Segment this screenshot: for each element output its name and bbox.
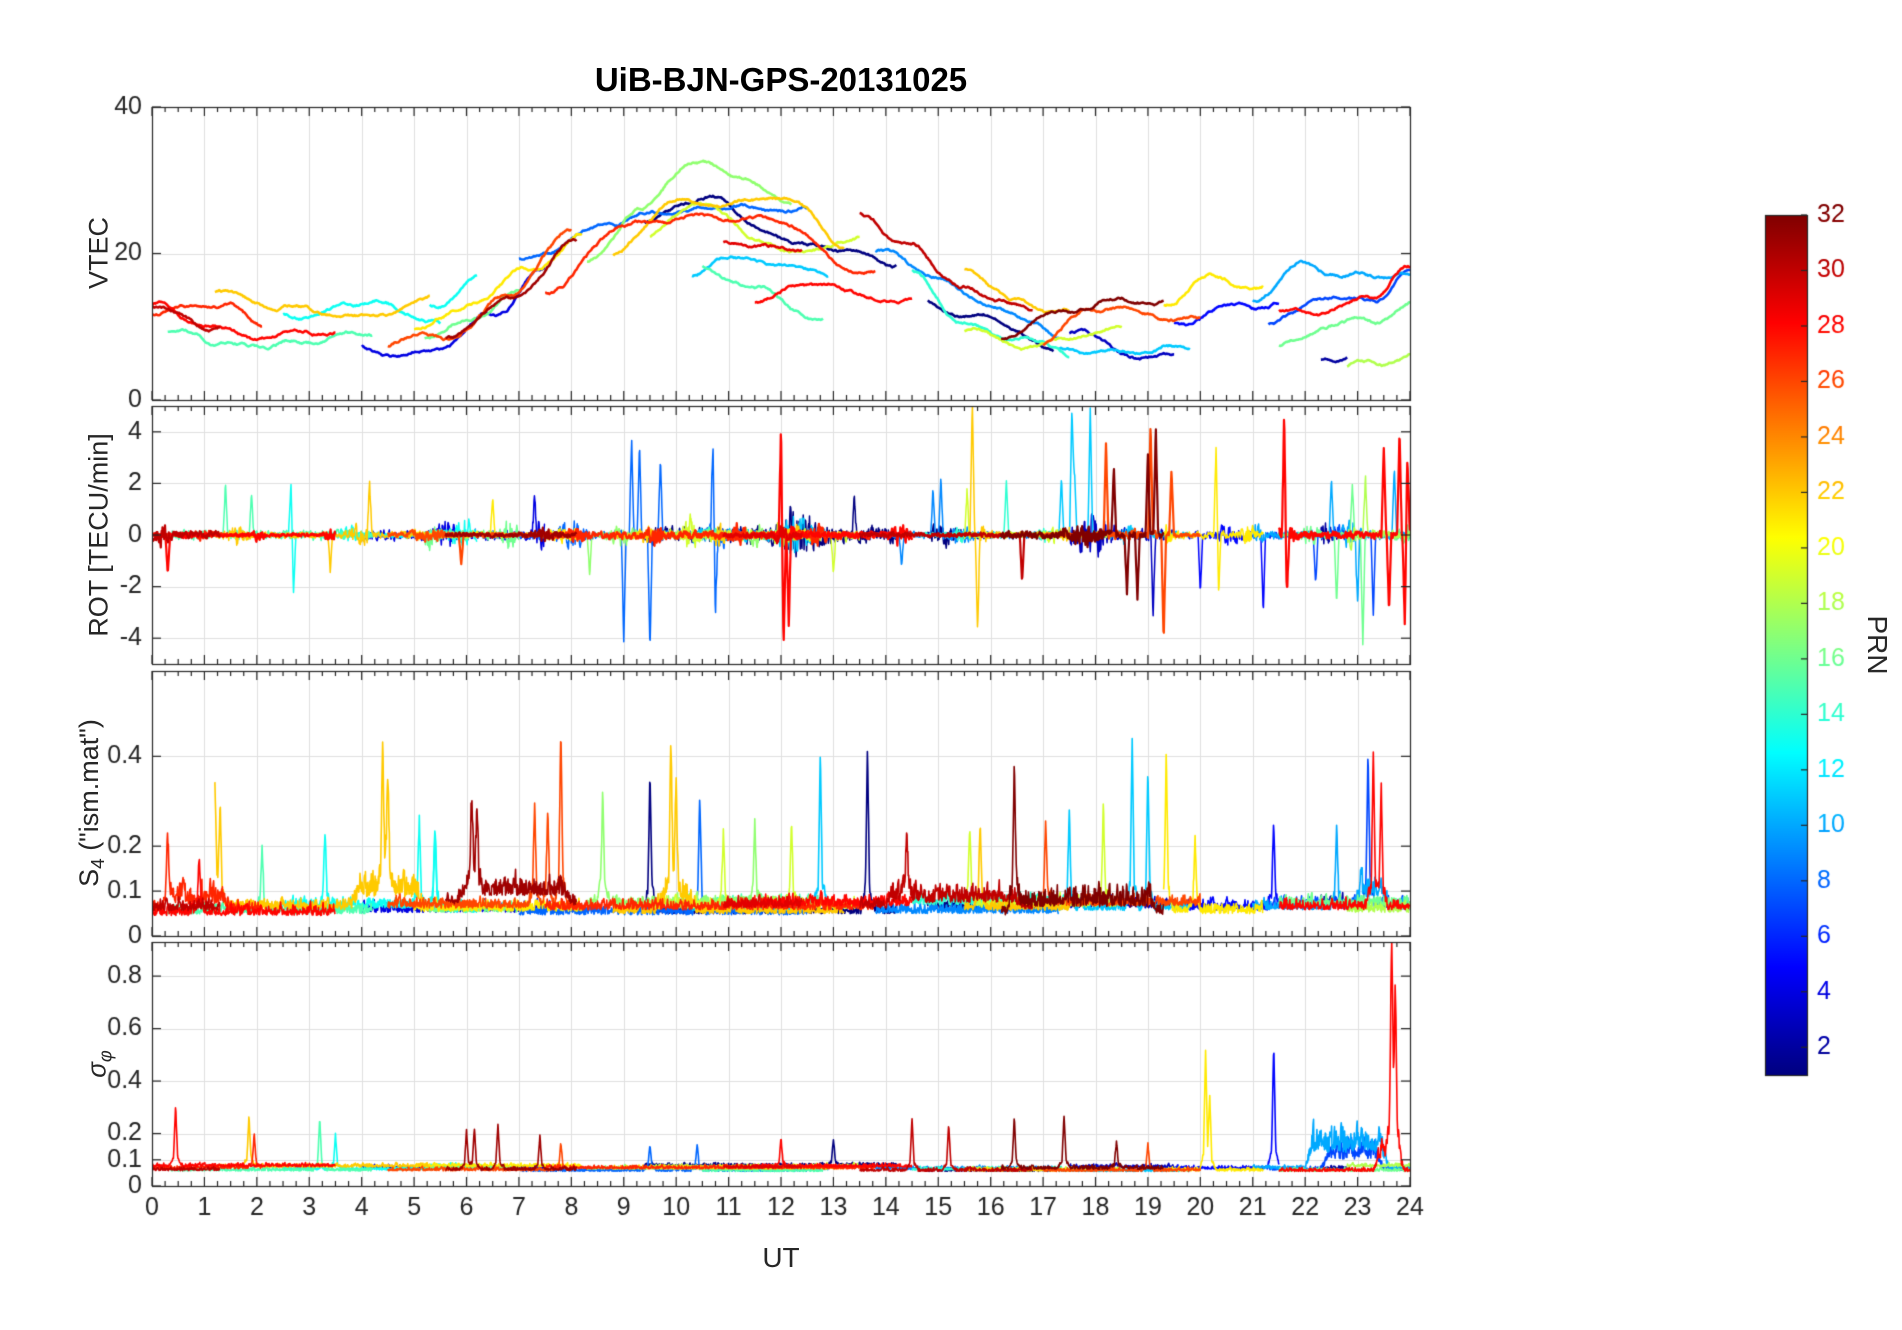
ylabel-rot: ROT [TECU/min] <box>83 433 114 637</box>
ylabel-s4-rest: ("ism.mat") <box>73 719 104 859</box>
ylabel-sigma-main: σ <box>81 1062 112 1078</box>
ylabel-s4-main: S <box>73 868 104 887</box>
ylabel-s4: S4 ("ism.mat") <box>74 719 110 887</box>
xlabel-ut: UT <box>762 1242 800 1273</box>
ylabel-vtec: VTEC <box>83 216 114 290</box>
chart-title: UiB-BJN-GPS-20131025 <box>594 61 968 98</box>
ylabel-s4-sub: 4 <box>88 858 110 869</box>
ylabel-sigma-phi: σφ <box>81 1050 116 1078</box>
colorbar-label-prn: PRN <box>1862 615 1893 675</box>
ylabel-sigma-sub: φ <box>95 1050 116 1063</box>
